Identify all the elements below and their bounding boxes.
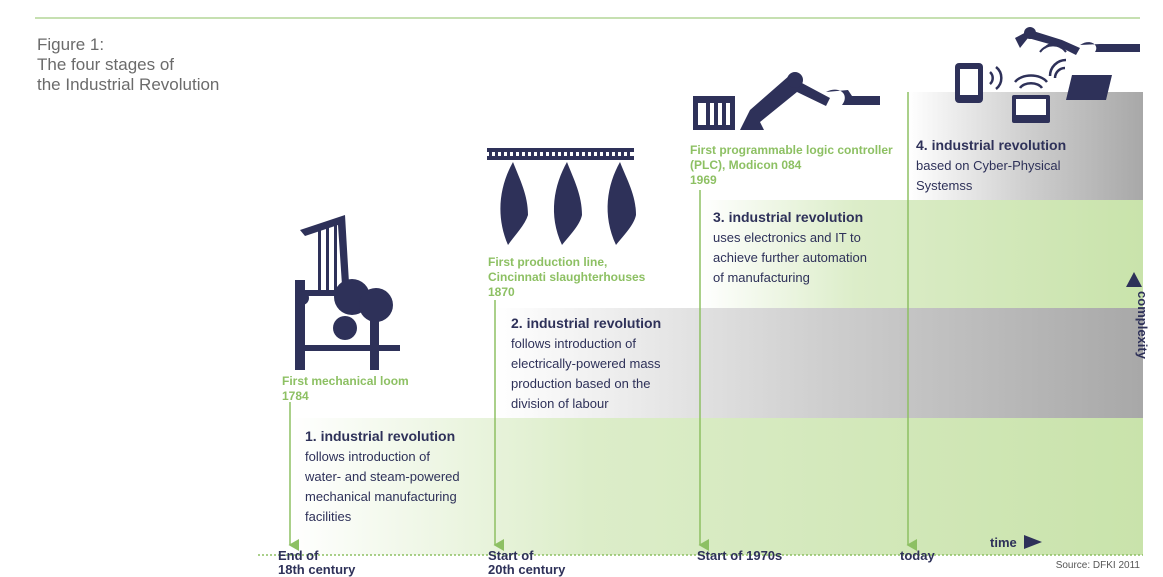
stage-heading: 2. industrial revolution [511,315,661,331]
title-line: The four stages of [37,55,174,74]
stage-description: of manufacturing [713,270,810,285]
production-line-icon [487,148,636,245]
diagram: time complexity Source: DFKI 2011 Figure… [0,0,1163,577]
invention: Cincinnati slaughterhouses [488,270,646,284]
year: 1870 [488,285,515,299]
stage-description: Systemss [916,178,973,193]
time-label: 18th century [278,562,356,577]
title-line: the Industrial Revolution [37,75,219,94]
invention: (PLC), Modicon 084 [690,158,802,172]
title-line: Figure 1: [37,35,104,54]
stage-description: production based on the [511,376,651,391]
stage-description: division of labour [511,396,609,411]
stage-description: uses electronics and IT to [713,230,861,245]
loom-icon [295,215,400,370]
source: Source: DFKI 2011 [1056,560,1141,571]
stage-heading: 1. industrial revolution [305,428,455,444]
stage-description: follows introduction of [305,449,430,464]
stage-description: follows introduction of [511,336,636,351]
year: 1969 [690,173,717,187]
stage-description: facilities [305,509,352,524]
stage-heading: 4. industrial revolution [916,137,1066,153]
y-axis-label: complexity [1135,291,1150,360]
plc-robot-icon [693,72,880,130]
stage-description: electrically-powered mass [511,356,661,371]
time-label: today [900,548,935,563]
time-label: 20th century [488,562,566,577]
stage-description: based on Cyber-Physical [916,158,1061,173]
stage-description: water- and steam-powered [304,469,460,484]
time-label: Start of 1970s [697,548,782,563]
x-axis-label: time [990,535,1017,550]
stage-heading: 3. industrial revolution [713,209,863,225]
year: 1784 [282,389,309,403]
time-label: Start of [488,548,534,563]
time-label: End of [278,548,319,563]
stage-description: achieve further automation [713,250,867,265]
stage-description: mechanical manufacturing [305,489,457,504]
invention: First mechanical loom [282,374,409,388]
invention: First programmable logic controller [690,143,893,157]
invention: First production line, [488,255,607,269]
